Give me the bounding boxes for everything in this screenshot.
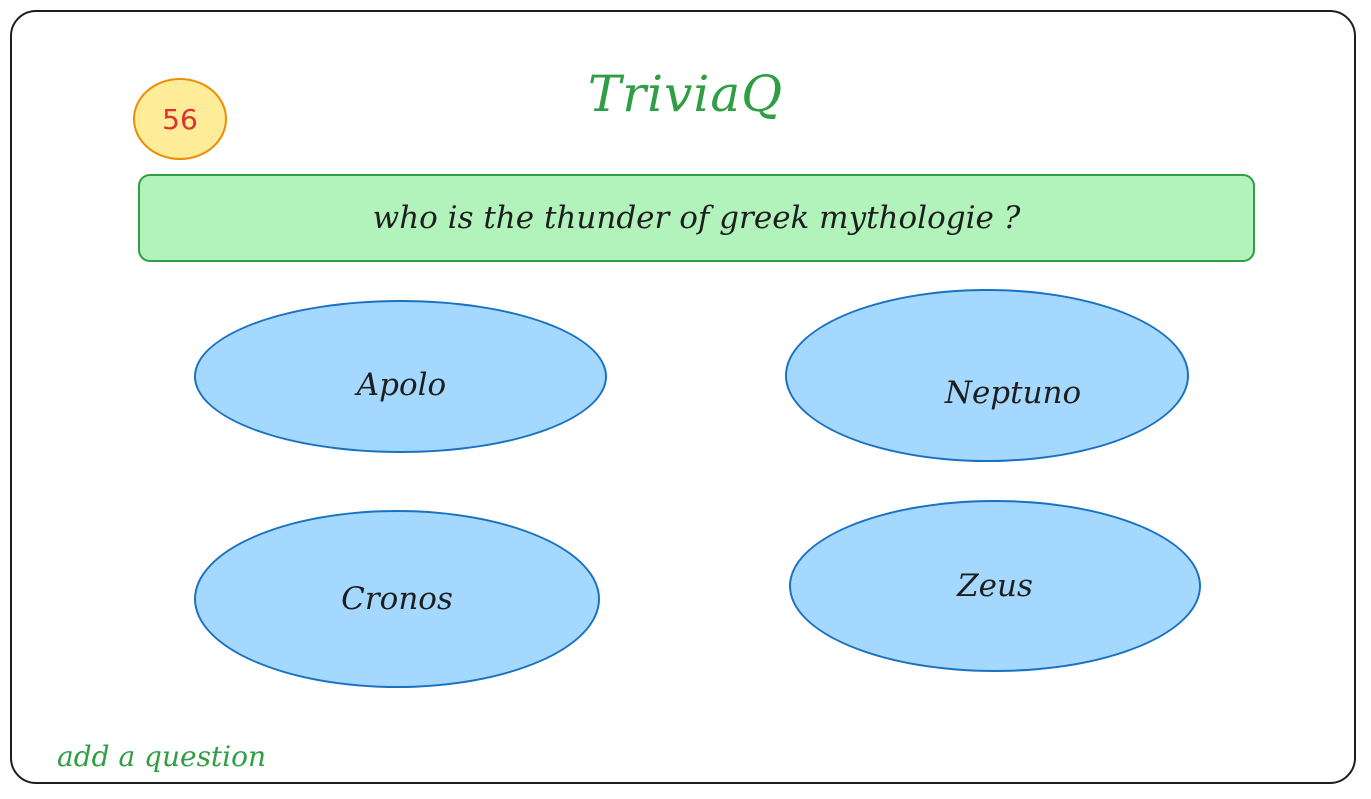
answer-option-neptuno[interactable]: Neptuno (785, 289, 1189, 462)
answer-option-zeus[interactable]: Zeus (789, 500, 1201, 672)
app-frame (10, 10, 1356, 784)
answer-option-label: Zeus (957, 568, 1033, 604)
answer-option-apolo[interactable]: Apolo (194, 300, 607, 453)
answer-option-label: Cronos (341, 581, 453, 617)
app-title: TriviaQ (587, 65, 784, 123)
add-question-link[interactable]: add a question (57, 740, 267, 773)
question-text: who is the thunder of greek mythologie ? (372, 200, 1021, 236)
answer-option-cronos[interactable]: Cronos (194, 510, 600, 688)
countdown-timer-badge: 56 (133, 78, 227, 160)
question-box: who is the thunder of greek mythologie ? (138, 174, 1255, 262)
answer-option-label: Apolo (356, 366, 447, 403)
answer-option-label: Neptuno (944, 374, 1082, 411)
timer-value: 56 (162, 102, 198, 136)
